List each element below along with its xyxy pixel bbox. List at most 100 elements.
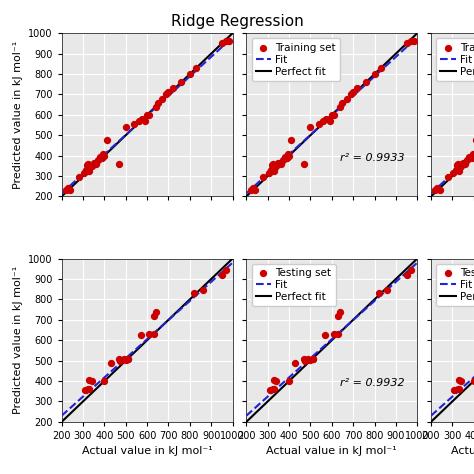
Testing set xyxy=(86,385,93,393)
Testing set xyxy=(455,385,463,393)
Training set xyxy=(66,187,74,194)
Training set xyxy=(457,162,465,170)
Training set xyxy=(138,115,146,123)
Testing set xyxy=(375,290,383,297)
Training set xyxy=(273,162,280,170)
Testing set xyxy=(191,290,198,297)
Training set xyxy=(146,111,153,118)
Training set xyxy=(281,153,289,161)
Training set xyxy=(122,123,129,131)
Training set xyxy=(94,156,102,164)
Training set xyxy=(62,187,70,194)
Training set xyxy=(349,89,357,96)
Testing set xyxy=(301,357,309,365)
Training set xyxy=(158,95,166,102)
Training set xyxy=(453,161,460,169)
Training set xyxy=(269,160,277,168)
Training set xyxy=(300,160,308,168)
Text: r² = 0.9932: r² = 0.9932 xyxy=(340,378,405,388)
Testing set xyxy=(300,355,308,362)
Y-axis label: Predicted value in kJ mol⁻¹: Predicted value in kJ mol⁻¹ xyxy=(12,266,23,414)
Training set xyxy=(277,160,284,168)
Training set xyxy=(116,160,123,168)
Training set xyxy=(323,115,330,123)
Training set xyxy=(103,137,110,144)
Legend: Training set, Fit, Perfect fit: Training set, Fit, Perfect fit xyxy=(436,38,474,81)
Testing set xyxy=(335,331,342,338)
Training set xyxy=(470,152,474,159)
Testing set xyxy=(337,308,344,315)
Testing set xyxy=(470,377,474,385)
Training set xyxy=(64,184,72,192)
Training set xyxy=(315,120,323,128)
Training set xyxy=(343,95,351,102)
X-axis label: Actual value in kJ mol⁻¹: Actual value in kJ mol⁻¹ xyxy=(451,447,474,456)
Training set xyxy=(328,111,336,118)
Training set xyxy=(267,166,274,174)
Training set xyxy=(265,169,273,177)
Testing set xyxy=(137,331,145,339)
Training set xyxy=(169,84,176,92)
Testing set xyxy=(222,266,230,273)
Training set xyxy=(84,160,92,168)
Testing set xyxy=(199,286,207,294)
Training set xyxy=(87,163,94,171)
Training set xyxy=(465,153,473,161)
Training set xyxy=(410,37,418,45)
Testing set xyxy=(86,376,93,384)
Testing set xyxy=(407,266,415,273)
Legend: Testing set, Fit, Perfect fit: Testing set, Fit, Perfect fit xyxy=(252,264,336,306)
Legend: Testing set, Fit, Perfect fit: Testing set, Fit, Perfect fit xyxy=(436,264,474,306)
Training set xyxy=(178,78,185,86)
Training set xyxy=(100,152,108,159)
X-axis label: Actual value in kJ mol⁻¹: Actual value in kJ mol⁻¹ xyxy=(266,447,397,456)
Testing set xyxy=(100,377,108,385)
Training set xyxy=(135,117,142,125)
Testing set xyxy=(309,355,316,362)
Training set xyxy=(377,64,385,72)
Testing set xyxy=(403,271,410,279)
Training set xyxy=(130,120,138,128)
Testing set xyxy=(335,312,342,319)
Training set xyxy=(270,167,278,175)
Training set xyxy=(251,187,259,194)
Training set xyxy=(154,99,162,106)
Testing set xyxy=(304,355,312,362)
Training set xyxy=(260,173,267,181)
Testing set xyxy=(120,355,128,362)
Training set xyxy=(454,160,462,168)
Training set xyxy=(444,173,452,181)
Training set xyxy=(284,150,292,157)
Testing set xyxy=(116,355,123,362)
Training set xyxy=(90,159,98,166)
Text: r² = 0.9933: r² = 0.9933 xyxy=(340,153,405,163)
Training set xyxy=(436,187,443,194)
Training set xyxy=(249,184,256,192)
Training set xyxy=(283,154,291,162)
Legend: Training set, Fit, Perfect fit: Training set, Fit, Perfect fit xyxy=(252,38,340,81)
Testing set xyxy=(150,312,157,319)
Testing set xyxy=(270,385,278,393)
Training set xyxy=(88,162,95,170)
Training set xyxy=(450,169,457,177)
Training set xyxy=(75,173,82,181)
Training set xyxy=(407,37,415,45)
Training set xyxy=(472,137,474,144)
Training set xyxy=(271,163,279,171)
Testing set xyxy=(321,331,329,339)
Training set xyxy=(285,152,293,159)
Training set xyxy=(86,167,93,175)
Training set xyxy=(96,153,104,161)
Training set xyxy=(459,159,467,166)
Testing set xyxy=(269,385,277,393)
Training set xyxy=(460,159,468,166)
Testing set xyxy=(307,356,314,364)
Training set xyxy=(452,166,459,174)
Training set xyxy=(82,166,90,174)
Training set xyxy=(152,103,159,110)
Testing set xyxy=(117,357,124,365)
Training set xyxy=(143,111,151,118)
Training set xyxy=(91,159,99,166)
Training set xyxy=(287,137,295,144)
Testing set xyxy=(122,356,129,364)
